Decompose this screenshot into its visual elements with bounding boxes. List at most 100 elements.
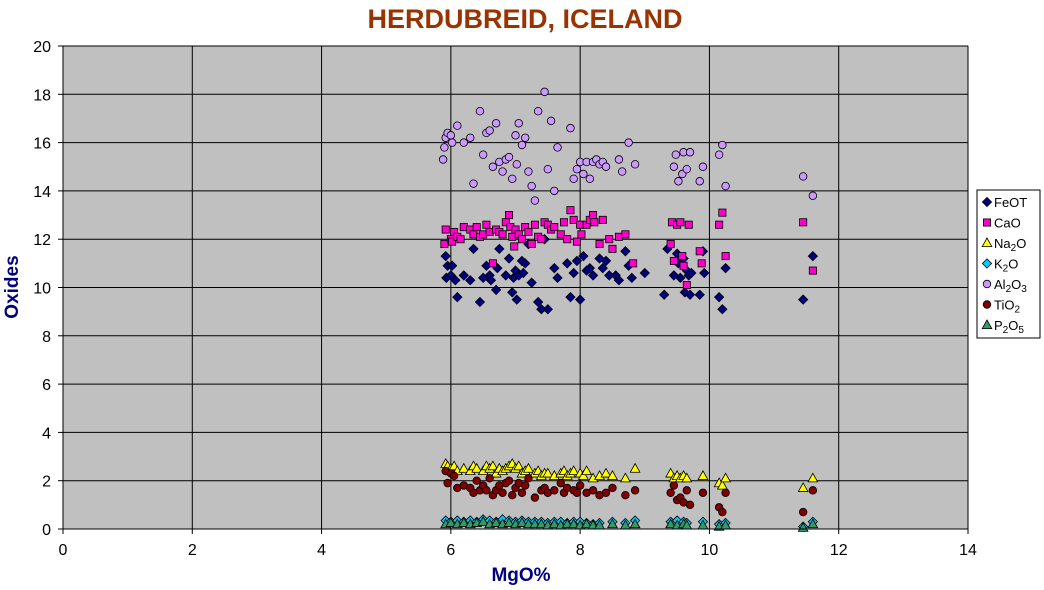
y-tick-label: 8 — [42, 329, 51, 346]
data-point — [562, 258, 573, 269]
data-point — [472, 476, 481, 485]
data-point — [666, 240, 675, 249]
data-point — [584, 263, 596, 274]
x-tick-label: 6 — [446, 542, 455, 559]
data-point — [482, 486, 491, 495]
data-point — [681, 472, 693, 483]
data-point — [569, 215, 578, 224]
tick-labels: 0 2 4 6 8 10 12 14 16 18 20 0 2 4 6 8 10 12 14 — [33, 39, 977, 559]
data-point — [699, 267, 710, 279]
legend-marker — [981, 319, 993, 330]
data-point — [577, 470, 589, 480]
data-point — [565, 291, 576, 303]
legend-item: TiO2 — [982, 298, 1020, 316]
data-point — [482, 220, 491, 229]
data-point — [682, 281, 691, 290]
data-point — [505, 211, 514, 220]
data-point — [543, 164, 553, 174]
data-point — [695, 247, 704, 256]
data-point — [498, 230, 507, 239]
data-point — [527, 181, 536, 191]
data-point — [488, 162, 498, 171]
data-point — [510, 242, 519, 251]
data-point — [458, 270, 469, 281]
data-point — [575, 481, 585, 490]
chart-title: HERDUBREID, ICELAND — [367, 4, 682, 34]
data-point — [697, 259, 706, 268]
data-point — [517, 235, 526, 244]
data-point — [579, 169, 588, 179]
data-point — [549, 263, 560, 274]
data-point — [721, 181, 730, 191]
data-point — [608, 483, 617, 493]
data-point — [684, 220, 693, 229]
x-tick-label: 0 — [59, 542, 68, 559]
data-point — [694, 289, 705, 300]
data-point — [674, 177, 683, 186]
data-point — [469, 179, 478, 188]
data-point — [512, 160, 521, 169]
data-point — [666, 488, 675, 497]
data-point — [552, 272, 563, 284]
data-point — [698, 488, 708, 497]
data-point — [617, 167, 627, 176]
data-point — [458, 517, 470, 527]
data-point — [535, 518, 547, 529]
data-point — [665, 518, 677, 529]
data-point — [574, 294, 586, 305]
y-tick-label: 20 — [33, 39, 51, 56]
data-point — [568, 465, 580, 476]
data-point — [559, 218, 568, 227]
data-point — [675, 272, 686, 284]
data-point — [566, 206, 575, 215]
legend-item: Al2O3 — [982, 277, 1027, 295]
data-point — [718, 140, 727, 150]
data-point — [542, 467, 554, 478]
data-point — [572, 488, 582, 497]
data-point — [526, 277, 537, 288]
y-tick-label: 12 — [33, 232, 51, 249]
data-point — [619, 472, 631, 483]
y-tick-label: 18 — [33, 87, 51, 104]
data-point — [490, 517, 502, 527]
legend-label: CaO — [994, 216, 1021, 231]
data-point — [503, 517, 515, 527]
data-point — [508, 174, 517, 184]
gridlines — [58, 45, 969, 534]
y-tick-label: 4 — [42, 425, 51, 442]
data-point — [606, 518, 618, 529]
data-point — [550, 186, 559, 196]
data-point — [561, 518, 573, 529]
data-point — [630, 160, 640, 169]
data-point — [577, 230, 586, 239]
data-point — [608, 244, 617, 253]
data-point — [485, 126, 494, 135]
x-tick-label: 12 — [830, 542, 848, 559]
data-point — [504, 476, 514, 485]
data-point — [524, 167, 533, 176]
data-point — [450, 275, 461, 286]
data-point — [441, 225, 450, 234]
data-point — [520, 133, 530, 142]
data-point — [669, 162, 679, 171]
data-point — [571, 255, 583, 267]
data-point — [491, 119, 501, 128]
data-point — [684, 289, 696, 300]
data-point — [563, 235, 572, 244]
data-point — [530, 196, 540, 205]
data-point — [669, 256, 678, 265]
data-point — [498, 167, 507, 176]
data-point — [698, 162, 708, 171]
data-point — [581, 518, 593, 529]
data-point — [718, 208, 727, 217]
data-point — [720, 263, 731, 274]
data-point — [447, 138, 457, 147]
data-point — [716, 479, 728, 490]
data-point — [513, 460, 525, 471]
data-point — [624, 138, 633, 147]
data-point — [556, 230, 565, 239]
legend-label: P2O5 — [994, 318, 1024, 336]
data-point — [594, 253, 605, 264]
data-point — [566, 123, 575, 133]
data-point — [678, 252, 687, 261]
